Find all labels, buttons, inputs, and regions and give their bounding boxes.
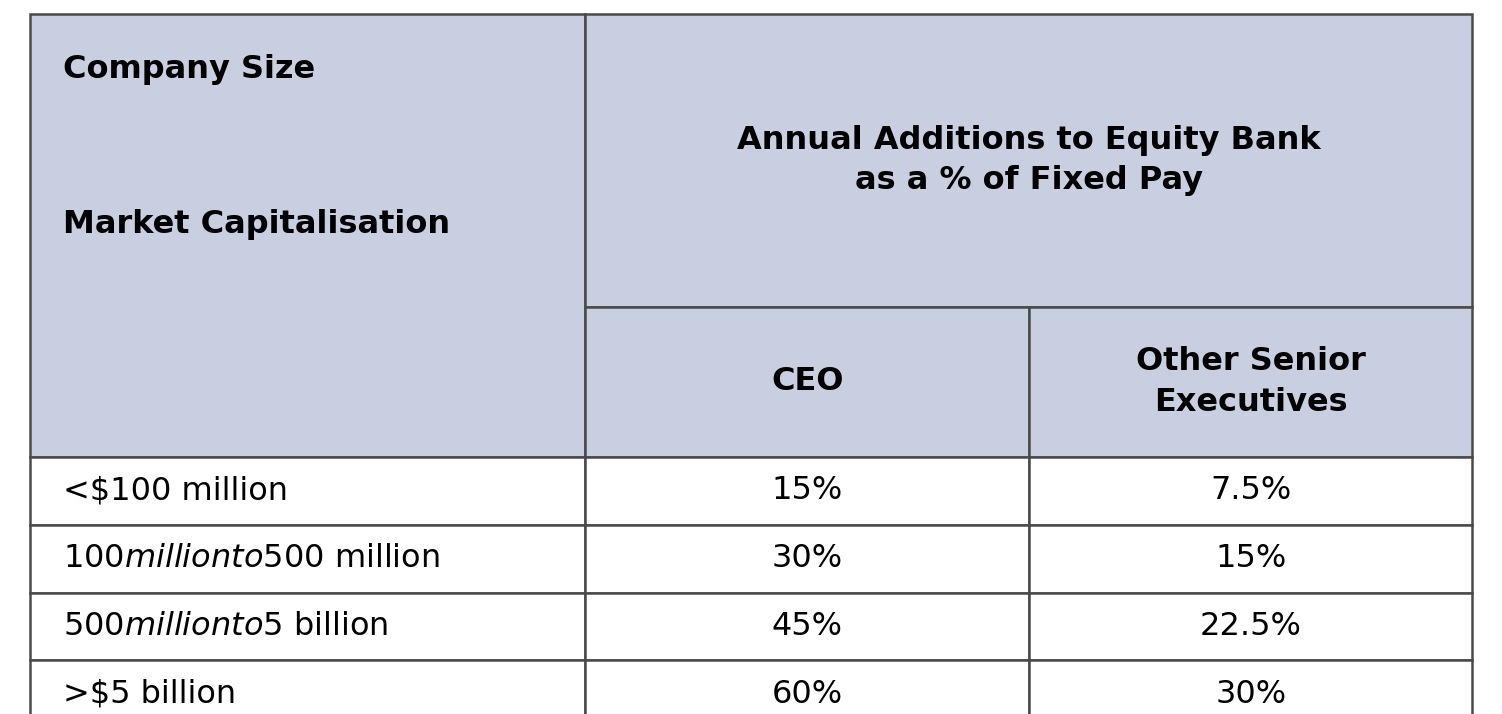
Bar	[30, 525, 586, 593]
Text: CEO: CEO	[771, 366, 844, 398]
Bar	[586, 14, 1472, 307]
Bar	[1029, 307, 1472, 457]
Bar	[30, 14, 586, 457]
Text: Market Capitalisation: Market Capitalisation	[63, 209, 451, 240]
Bar	[586, 593, 1029, 660]
Text: $100 million to $500 million: $100 million to $500 million	[63, 543, 440, 574]
Text: 45%: 45%	[772, 611, 843, 642]
Bar	[1029, 593, 1472, 660]
Bar	[30, 593, 586, 660]
Bar	[586, 307, 1029, 457]
Text: $500 million to $5 billion: $500 million to $5 billion	[63, 611, 389, 642]
Bar	[586, 525, 1029, 593]
Text: >$5 billion: >$5 billion	[63, 679, 236, 710]
Bar	[1029, 660, 1472, 714]
Text: 7.5%: 7.5%	[1211, 476, 1292, 506]
Bar	[586, 457, 1029, 525]
Text: Other Senior
Executives: Other Senior Executives	[1136, 346, 1365, 418]
Bar	[586, 660, 1029, 714]
Text: 15%: 15%	[772, 476, 843, 506]
Bar	[1029, 457, 1472, 525]
Text: 60%: 60%	[772, 679, 843, 710]
Text: Annual Additions to Equity Bank
as a % of Fixed Pay: Annual Additions to Equity Bank as a % o…	[737, 125, 1320, 196]
Text: 30%: 30%	[1215, 679, 1286, 710]
Bar	[30, 660, 586, 714]
Text: Company Size: Company Size	[63, 54, 315, 84]
Bar	[30, 457, 586, 525]
Bar	[1029, 525, 1472, 593]
Text: 30%: 30%	[772, 543, 843, 574]
Text: 15%: 15%	[1215, 543, 1286, 574]
Text: <$100 million: <$100 million	[63, 476, 288, 506]
Text: 22.5%: 22.5%	[1200, 611, 1302, 642]
